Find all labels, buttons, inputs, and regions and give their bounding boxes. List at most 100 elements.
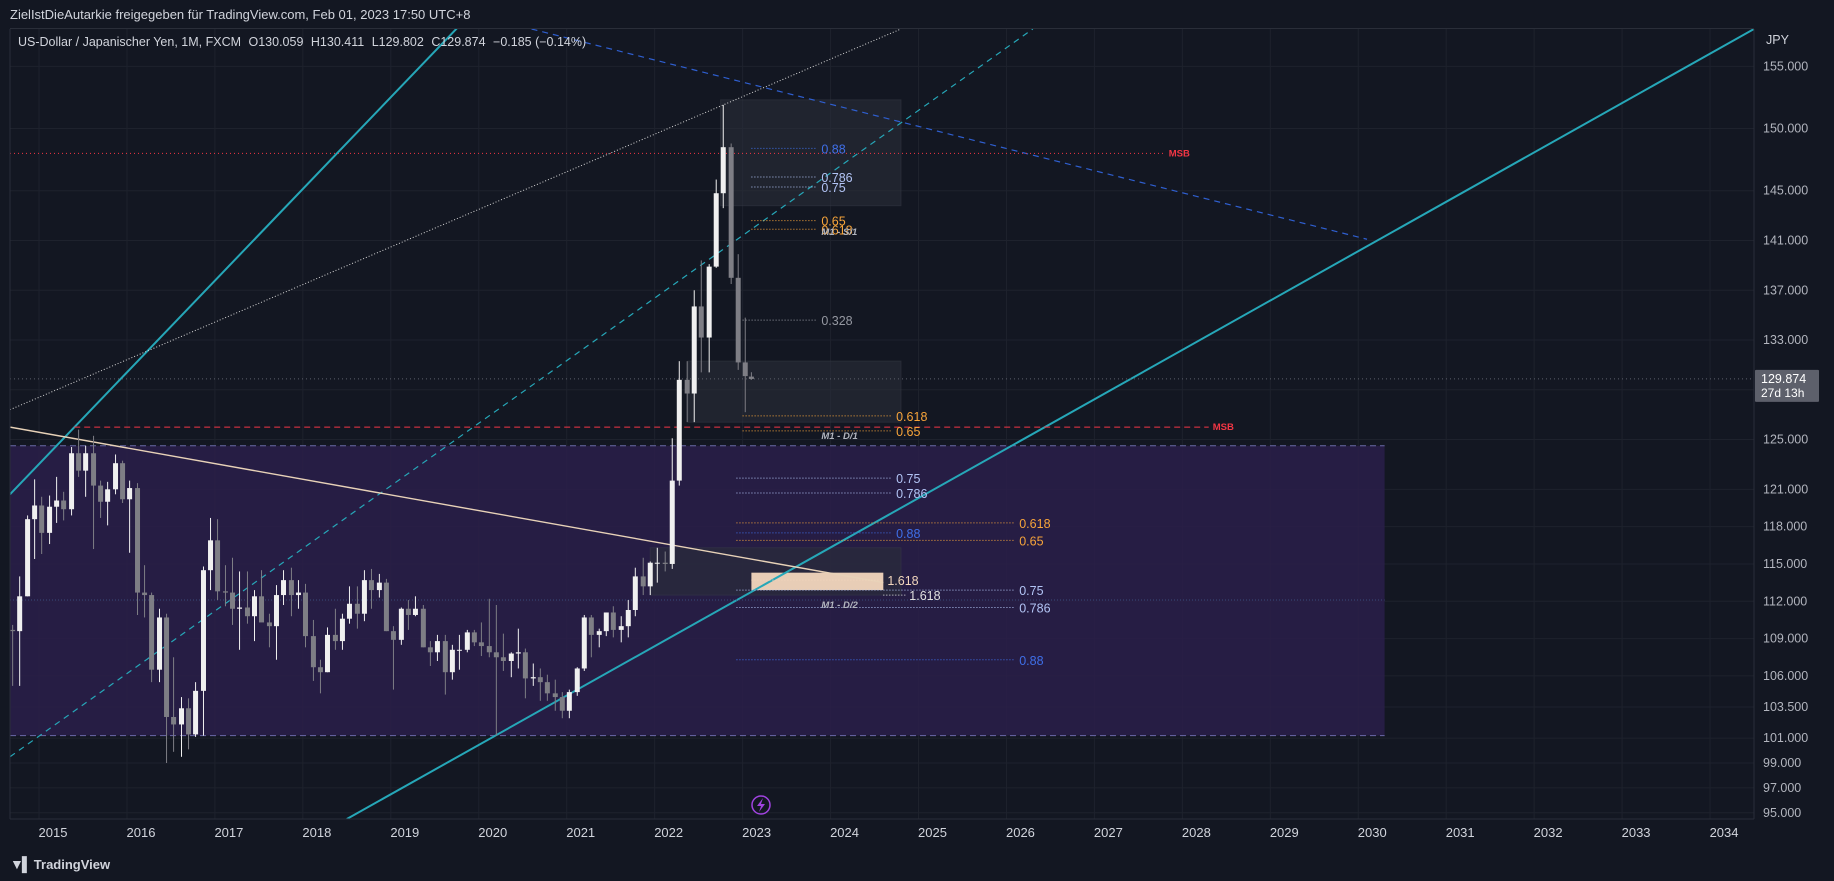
fib-level-label: 0.65	[896, 425, 920, 439]
time-tick-label: 2020	[478, 825, 507, 840]
candle-body	[610, 612, 616, 630]
price-tick-label: 115.000	[1763, 557, 1807, 571]
candle	[610, 606, 616, 638]
candle	[647, 561, 653, 596]
time-tick-label: 2019	[390, 825, 419, 840]
candle	[442, 634, 448, 695]
candle	[61, 491, 67, 521]
candle	[405, 600, 411, 630]
candle-body	[515, 652, 521, 654]
candle	[508, 652, 514, 678]
candle	[157, 608, 163, 683]
candle-body	[596, 631, 602, 635]
candle-body	[581, 617, 587, 669]
time-tick-label: 2018	[302, 825, 331, 840]
candle	[273, 585, 279, 660]
candle-body	[83, 453, 89, 471]
candle	[113, 454, 119, 495]
candle-body	[135, 488, 141, 593]
candle	[456, 634, 462, 670]
candle-body	[10, 629, 16, 632]
lightning-icon[interactable]	[751, 795, 771, 815]
candle-body	[552, 693, 558, 698]
candle	[515, 628, 521, 669]
candle	[105, 481, 111, 526]
zones-layer	[10, 99, 1385, 737]
price-tick-label: 145.000	[1763, 184, 1808, 198]
candle	[706, 264, 712, 373]
candle	[566, 689, 572, 719]
channel-lower	[346, 29, 1754, 819]
candle-body	[427, 647, 433, 653]
candle-body	[346, 603, 352, 619]
top-bar: ZielIstDieAutarkie freigegeben für Tradi…	[0, 0, 1834, 28]
candle	[471, 629, 477, 647]
candle-body	[748, 376, 754, 379]
candle-body	[142, 592, 148, 596]
tradingview-logo[interactable]: ▼▌ TradingView	[10, 856, 110, 872]
fib-level-label: 0.75	[1019, 584, 1043, 598]
candle-body	[486, 646, 492, 653]
fib-level-label: 1.618	[909, 589, 940, 603]
currency-label: JPY	[1766, 33, 1790, 47]
candle-body	[603, 612, 609, 632]
candle	[317, 659, 323, 694]
candle-body	[632, 576, 638, 610]
fib-level-label: 1.618	[887, 574, 918, 588]
candle-body	[742, 362, 748, 377]
fib-level-label: 0.75	[896, 472, 920, 486]
candle-body	[706, 266, 712, 338]
fib-level-label: 0.65	[821, 215, 845, 229]
candle	[91, 435, 97, 550]
candle	[748, 372, 754, 380]
candle	[390, 626, 396, 690]
candle-body	[420, 608, 426, 648]
candle	[581, 614, 587, 671]
candle	[127, 480, 133, 553]
ohlc-close: C129.874	[431, 35, 486, 49]
candle	[215, 519, 221, 601]
demand-box-d1	[687, 360, 902, 423]
candle-body	[669, 480, 675, 564]
price-tick-label: 97.000	[1763, 781, 1801, 795]
candle	[47, 495, 53, 545]
candle	[640, 557, 646, 596]
candle	[288, 567, 294, 617]
fib-level-label: 0.328	[821, 314, 852, 328]
time-tick-label: 2016	[127, 825, 156, 840]
candle	[632, 567, 638, 617]
ohlc-low: L129.802	[371, 35, 424, 49]
candle	[603, 612, 609, 637]
brand-name: TradingView	[33, 856, 111, 872]
candle-body	[618, 626, 624, 630]
candle	[537, 668, 543, 701]
fib-level-label: 0.88	[821, 142, 845, 156]
candle-body	[113, 463, 119, 490]
candle	[10, 624, 16, 686]
candle-body	[662, 562, 668, 564]
price-tick-label: 137.000	[1763, 283, 1808, 297]
candle-body	[32, 505, 38, 520]
candle	[735, 254, 741, 370]
last-price-value: 129.874	[1761, 372, 1806, 386]
candle	[596, 628, 602, 648]
candle	[684, 361, 690, 423]
candle-body	[537, 677, 543, 683]
candle-body	[574, 668, 580, 693]
zone-annotation: M1 - D/1	[821, 431, 857, 442]
candle-body	[691, 306, 697, 394]
price-tick-label: 118.000	[1763, 520, 1807, 534]
symbol-title[interactable]: US-Dollar / Japanischer Yen, 1M, FXCM	[18, 35, 242, 49]
candle-body	[471, 632, 477, 643]
time-tick-label: 2021	[566, 825, 595, 840]
price-axis-bg[interactable]	[1754, 29, 1834, 819]
candle	[544, 674, 550, 701]
price-tick-label: 125.000	[1763, 433, 1808, 447]
candle-body	[193, 690, 199, 735]
price-tick-label: 103.500	[1763, 700, 1808, 714]
supply-box-s1	[720, 99, 902, 207]
time-axis[interactable]: 2015 2016 2017 2018 2019 2020 2021 2022 2023 2024…	[39, 825, 1739, 840]
symbol-legend[interactable]: US-Dollar / Japanischer Yen, 1M, FXCM O1…	[18, 35, 590, 49]
candle-body	[434, 641, 440, 653]
